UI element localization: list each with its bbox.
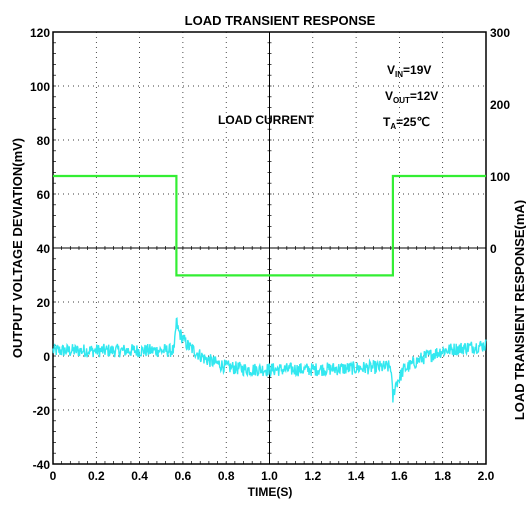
condition-vin-sub: IN xyxy=(395,70,403,79)
condition-vout-symbol: V xyxy=(385,89,393,103)
condition-vout: VOUT=12V xyxy=(385,89,438,105)
y-tick-label-right: 0 xyxy=(490,242,497,256)
condition-vout-value: =12V xyxy=(410,89,438,103)
condition-ta-sub: A xyxy=(390,122,396,131)
x-tick-label: 0.8 xyxy=(218,469,235,483)
x-tick-label: 0.6 xyxy=(175,469,192,483)
condition-vin-value: =19V xyxy=(403,63,431,77)
y-tick-label: 100 xyxy=(30,80,50,94)
condition-vin-symbol: V xyxy=(387,63,395,77)
series-line-voltage-deviation xyxy=(52,317,487,403)
y-tick-labels: -40 -20 0 20 40 60 80 100 120 xyxy=(30,26,50,472)
chart-title: LOAD TRANSIENT RESPONSE xyxy=(185,13,376,28)
series-line-load-current xyxy=(53,174,486,277)
x-axis-label: TIME(S) xyxy=(248,485,293,499)
y-tick-label-right: 200 xyxy=(490,98,510,112)
x-tick-label: 0.4 xyxy=(131,469,148,483)
plot-frame xyxy=(52,31,487,465)
y-tick-label: 20 xyxy=(37,296,51,310)
x-tick-label: 1.4 xyxy=(348,469,365,483)
y-tick-label: -40 xyxy=(33,458,51,472)
condition-vin: VIN=19V xyxy=(387,63,431,79)
x-tick-label: 1.6 xyxy=(391,469,408,483)
y-tick-label: -20 xyxy=(33,404,51,418)
condition-ta: TA=25℃ xyxy=(383,115,430,131)
x-tick-label: 2.0 xyxy=(478,469,495,483)
y-tick-label: 80 xyxy=(37,134,51,148)
y-tick-label-right: 100 xyxy=(490,170,510,184)
y-tick-label: 40 xyxy=(37,242,51,256)
y-tick-label-right: 300 xyxy=(490,26,510,40)
grid xyxy=(52,31,487,465)
x-tick-label: 1.2 xyxy=(304,469,321,483)
y-tick-label: 120 xyxy=(30,26,50,40)
y-axis-label-right: LOAD TRANSIENT RESPONSE(mA) xyxy=(512,200,526,420)
x-tick-label: 1.0 xyxy=(261,469,278,483)
y-tick-label: 0 xyxy=(43,350,50,364)
y-tick-labels-right: 0 100 200 300 xyxy=(490,26,510,256)
x-tick-label: 0.2 xyxy=(88,469,105,483)
x-tick-labels: 0 0.2 0.4 0.6 0.8 1.0 1.2 1.4 1.6 1.8 2.0 xyxy=(50,469,495,483)
condition-ta-symbol: T xyxy=(383,115,391,129)
condition-vout-sub: OUT xyxy=(393,96,410,105)
y-tick-label: 60 xyxy=(37,188,51,202)
series-layer xyxy=(52,174,487,403)
condition-ta-value: =25℃ xyxy=(396,115,430,129)
y-axis-label: OUTPUT VOLTAGE DEVIATION(mV) xyxy=(10,138,25,358)
x-tick-label: 1.8 xyxy=(434,469,451,483)
load-current-label: LOAD CURRENT xyxy=(218,113,315,127)
x-tick-label: 0 xyxy=(50,469,57,483)
